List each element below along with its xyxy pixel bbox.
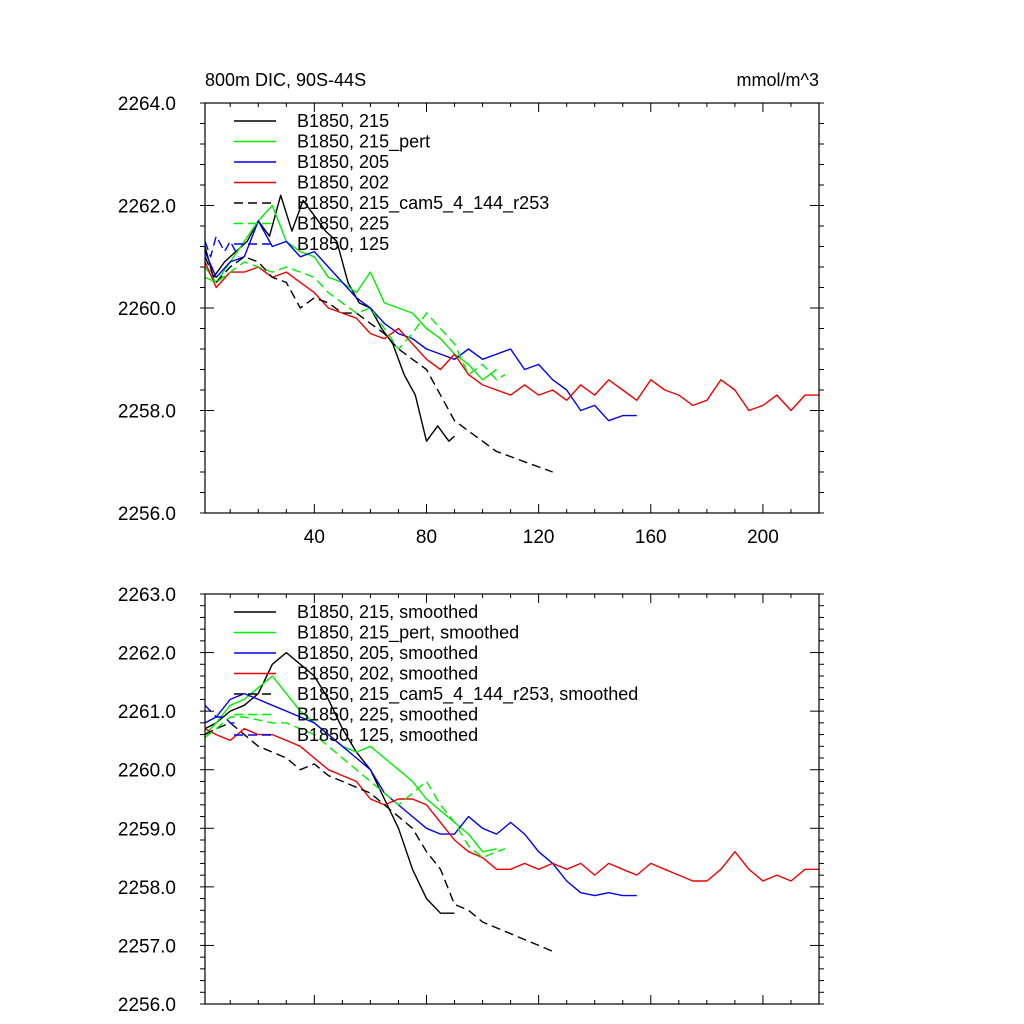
y-tick-label: 2263.0: [118, 585, 176, 606]
x-tick-label: 200: [747, 527, 779, 548]
y-tick-label: 2262.0: [118, 197, 176, 218]
series-line: [204, 651, 455, 914]
top-panel: 800m DIC, 90S-44S mmol/m^3 B1850, 215B18…: [118, 70, 824, 548]
legend-label: B1850, 205: [297, 152, 389, 172]
series-line: [204, 256, 553, 473]
legend-label: B1850, 215_cam5_4_144_r253, smoothed: [297, 684, 638, 705]
series-line: [204, 261, 506, 381]
top-panel-units: mmol/m^3: [737, 70, 819, 90]
x-tick-label: 40: [304, 527, 325, 548]
y-tick-label: 2260.0: [118, 761, 176, 782]
series-line: [204, 722, 553, 952]
y-tick-label: 2264.0: [118, 94, 176, 115]
y-tick-label: 2256.0: [118, 504, 176, 525]
legend-label: B1850, 125: [297, 234, 389, 254]
legend-label: B1850, 225: [297, 214, 389, 234]
y-tick-label: 2260.0: [118, 299, 176, 320]
legend-label: B1850, 205, smoothed: [297, 643, 478, 663]
legend-label: B1850, 215_pert, smoothed: [297, 623, 519, 644]
y-tick-label: 2261.0: [118, 702, 176, 723]
y-tick-label: 2262.0: [118, 644, 176, 665]
legend-label: B1850, 215, smoothed: [297, 602, 478, 622]
x-tick-label: 120: [523, 527, 555, 548]
y-tick-label: 2257.0: [118, 936, 176, 957]
series-line: [204, 204, 498, 381]
series-line: [204, 261, 819, 412]
y-tick-label: 2258.0: [118, 402, 176, 423]
top-panel-title: 800m DIC, 90S-44S: [205, 70, 366, 90]
series-line: [204, 220, 637, 422]
series-line: [204, 235, 240, 258]
series-line: [204, 704, 239, 724]
y-tick-label: 2259.0: [118, 819, 176, 840]
series-line: [204, 716, 506, 859]
series-line: [204, 692, 637, 897]
legend-label: B1850, 215: [297, 111, 389, 131]
bottom-panel-frame: [204, 593, 820, 1005]
y-tick-label: 2258.0: [118, 878, 176, 899]
x-tick-label: 80: [416, 527, 437, 548]
series-line: [204, 728, 819, 882]
legend-label: B1850, 125, smoothed: [297, 725, 478, 745]
x-tick-label: 160: [635, 527, 667, 548]
legend-label: B1850, 215_cam5_4_144_r253: [297, 193, 549, 214]
legend-label: B1850, 202: [297, 173, 389, 193]
series-line: [204, 194, 455, 442]
legend-label: B1850, 202, smoothed: [297, 664, 478, 684]
y-tick-label: 2256.0: [118, 995, 176, 1016]
legend-label: B1850, 215_pert: [297, 132, 430, 153]
legend-label: B1850, 225, smoothed: [297, 705, 478, 725]
